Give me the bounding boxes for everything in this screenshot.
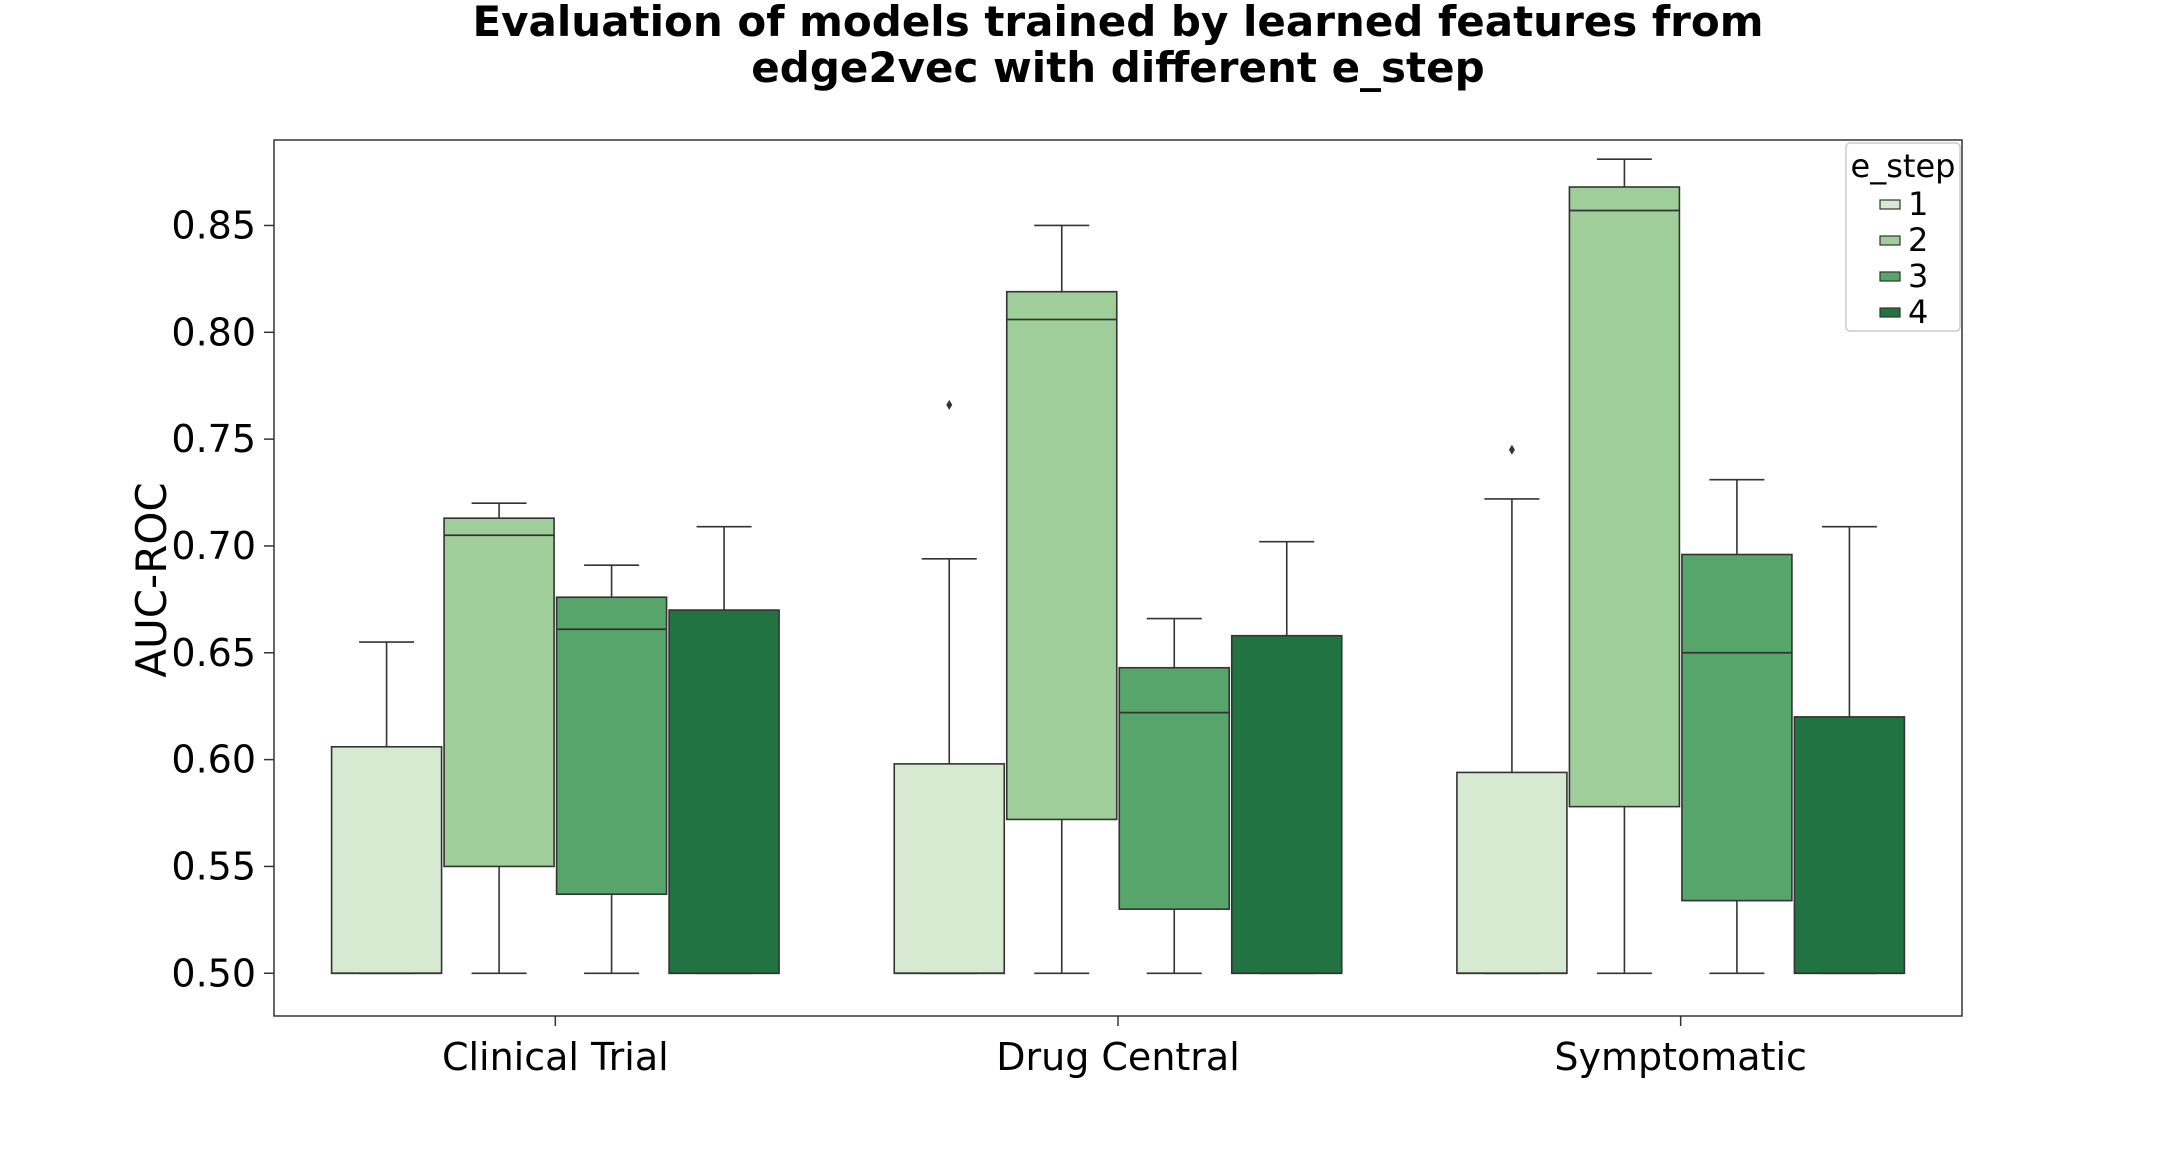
legend-swatch [1879, 307, 1901, 318]
legend-label: 2 [1908, 221, 1928, 259]
plot-area: 0.50 0.55 0.60 0.65 0.70 0.75 0.80 0.85 Clinical… [171, 139, 1963, 1079]
box-body [668, 609, 780, 975]
y-tick-label: 0.70 [171, 524, 256, 568]
box-body [893, 763, 1006, 975]
y-tick-label: 0.75 [171, 417, 256, 461]
box-body [555, 596, 668, 896]
box-outlier-marker [1508, 444, 1515, 455]
box-body [1005, 290, 1118, 821]
box-body [1118, 666, 1231, 910]
y-tick-label: 0.50 [171, 951, 256, 995]
legend-label: 4 [1908, 293, 1928, 331]
y-tick-label: 0.65 [171, 631, 256, 675]
y-tick-label: 0.60 [171, 738, 256, 782]
y-tick-label: 0.80 [171, 310, 256, 354]
x-tick-label: Drug Central [996, 1035, 1240, 1079]
legend-label: 3 [1908, 257, 1928, 295]
box-body [1568, 186, 1681, 808]
y-axis-title: AUC-ROC [127, 482, 176, 678]
box-body [1793, 716, 1906, 975]
y-tick-label: 0.85 [171, 203, 256, 247]
box-body [330, 745, 443, 975]
legend-frame [1845, 142, 1961, 332]
chart-title-line-1: Evaluation of models trained by learned … [472, 0, 1763, 46]
legend-swatch [1879, 235, 1901, 246]
box-body [1456, 771, 1568, 975]
legend-swatch [1879, 271, 1901, 282]
chart-title-line-2: edge2vec with different e_step [751, 43, 1484, 92]
legend-swatch [1879, 199, 1901, 210]
x-tick-label: Clinical Trial [442, 1035, 669, 1079]
box-body [1230, 634, 1343, 975]
box-body [443, 517, 555, 868]
legend-title: e_step [1851, 147, 1956, 185]
box-outlier-marker [946, 399, 953, 410]
legend-label: 1 [1908, 185, 1928, 223]
y-tick-label: 0.55 [171, 844, 256, 888]
x-tick-label: Symptomatic [1554, 1035, 1807, 1079]
box-body [1681, 553, 1793, 902]
